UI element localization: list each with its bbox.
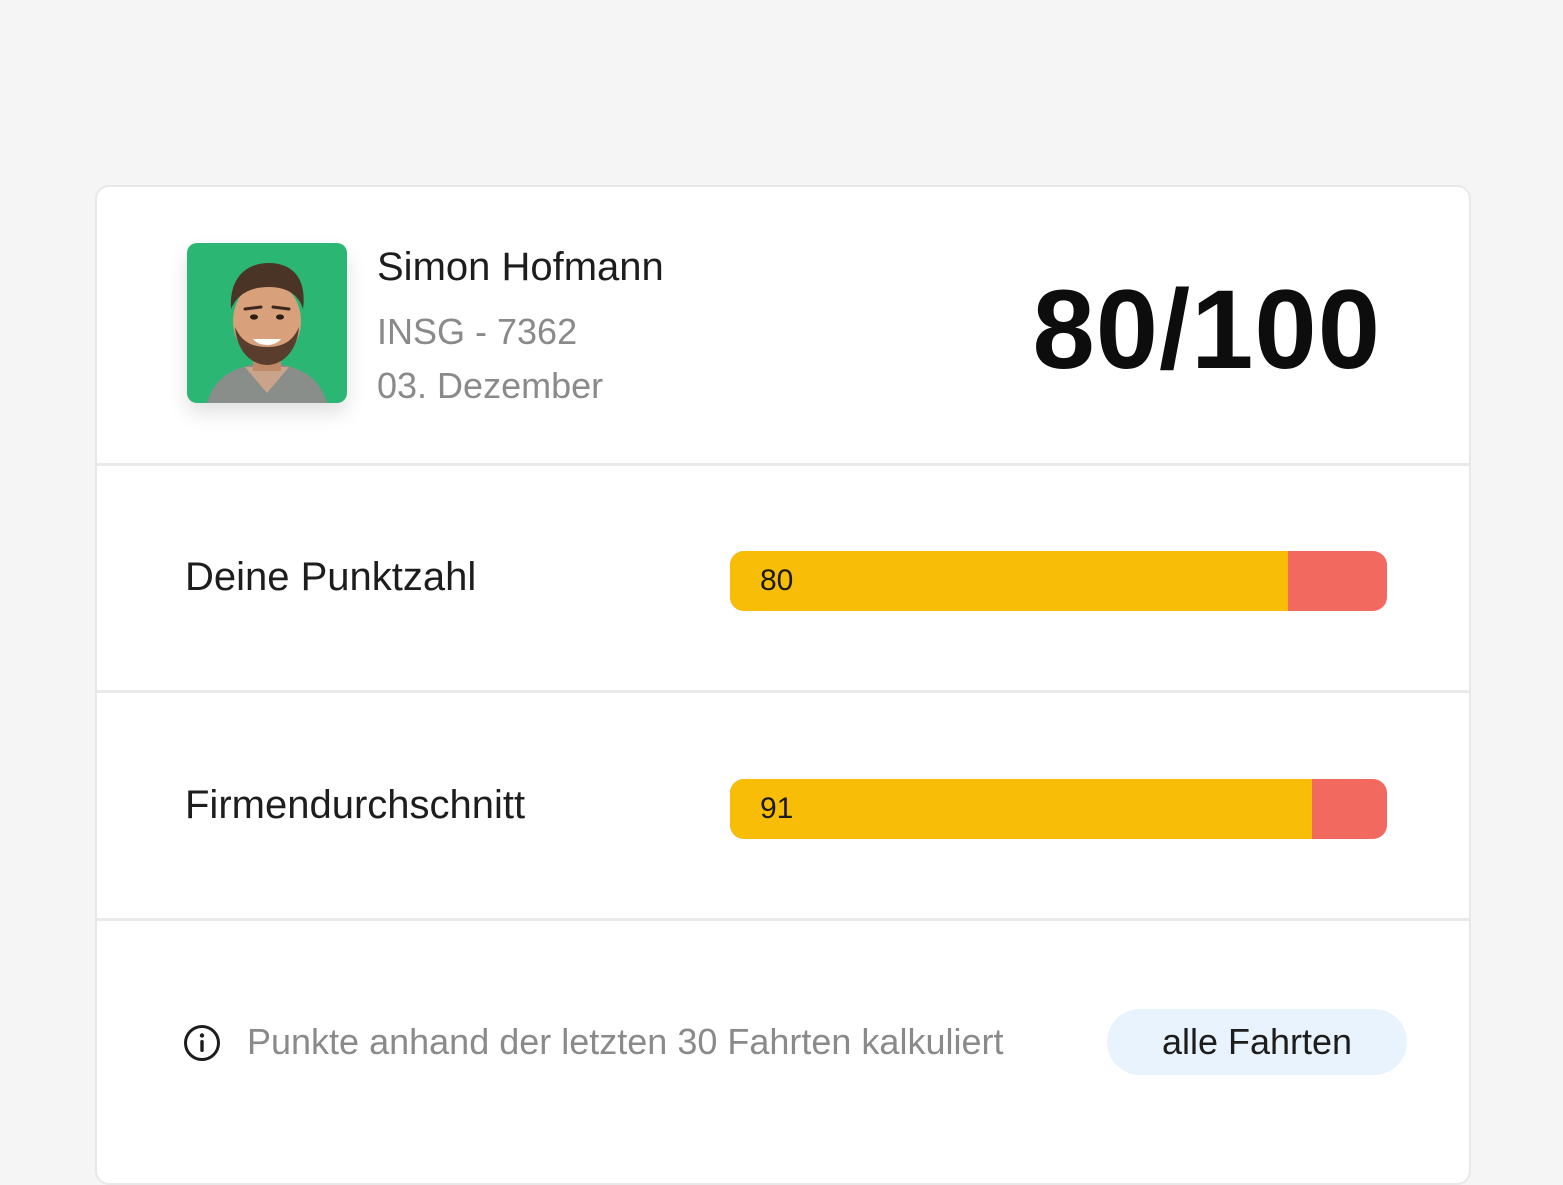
company-average-value: 91 <box>760 792 794 825</box>
own-score-label: Deine Punktzahl <box>185 555 477 599</box>
person-photo <box>207 263 327 403</box>
own-score-bar: 80 <box>730 551 1387 611</box>
info-row: Punkte anhand der letzten 30 Fahrten kal… <box>183 1009 1413 1075</box>
avatar <box>187 243 347 403</box>
all-trips-button[interactable]: alle Fahrten <box>1107 1009 1407 1075</box>
company-average-label: Firmendurchschnitt <box>185 783 526 827</box>
score-card: Simon Hofmann INSG - 7362 03. Dezember 8… <box>95 185 1471 1185</box>
company-average-bar: 91 <box>730 779 1387 839</box>
report-date: 03. Dezember <box>377 365 604 406</box>
divider <box>97 690 1469 693</box>
company-average-bar-fill <box>730 779 1313 839</box>
total-score: 80/100 <box>1032 267 1381 392</box>
divider <box>97 463 1469 466</box>
info-text: Punkte anhand der letzten 30 Fahrten kal… <box>247 1021 1004 1062</box>
info-icon <box>184 1025 220 1061</box>
user-name: Simon Hofmann <box>377 245 664 289</box>
user-id: INSG - 7362 <box>377 311 578 352</box>
own-score-bar-fill <box>730 551 1289 611</box>
divider <box>97 918 1469 921</box>
own-score-value: 80 <box>760 564 794 597</box>
